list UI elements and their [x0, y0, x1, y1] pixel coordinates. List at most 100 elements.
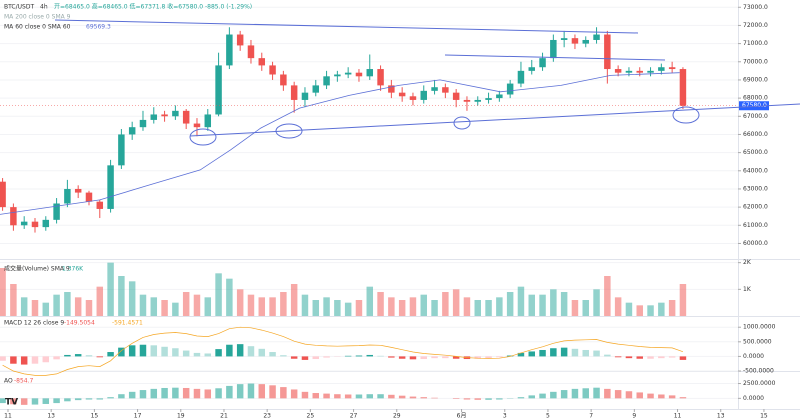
- macd-bar: [172, 348, 179, 357]
- macd-bar: [312, 356, 320, 360]
- volume-bar: [506, 292, 514, 316]
- ao-bar: [517, 397, 525, 399]
- volume-bar: [161, 300, 168, 316]
- macd-bar: [182, 350, 190, 357]
- macd-bar: [409, 356, 417, 360]
- macd-bar: [344, 355, 352, 357]
- candle-body: [247, 45, 255, 59]
- macd-bar: [625, 356, 633, 359]
- y-tick-label: 1000.0000: [743, 324, 776, 331]
- macd-bar: [474, 356, 481, 359]
- ao-bar: [398, 395, 406, 399]
- ao-bar: [204, 389, 212, 399]
- y-tick-label: 67000.0: [743, 113, 768, 120]
- marks: 60000.0 61000.0 62000.0 63000.0 64000.0 65000…: [0, 4, 776, 420]
- trend-line: [54, 19, 639, 34]
- macd-bar: [604, 354, 611, 357]
- volume-bar: [312, 300, 320, 316]
- drawings: [54, 19, 800, 146]
- volume-bar: [290, 284, 298, 316]
- x-tick-label: 23: [263, 413, 271, 420]
- volume-bar: [10, 284, 17, 316]
- ao-bar: [463, 398, 471, 400]
- volume-bar: [431, 300, 438, 316]
- candle-body: [193, 123, 201, 128]
- ao-bar: [658, 394, 665, 399]
- volume-bar: [204, 297, 212, 316]
- ao-bar: [323, 393, 330, 399]
- volume-bar: [593, 289, 600, 316]
- candle-body: [258, 58, 266, 66]
- candle-body: [355, 72, 363, 77]
- macd-bar: [366, 354, 374, 357]
- y-tick-label: -500.0000: [743, 368, 774, 375]
- candle-body: [53, 203, 60, 220]
- x-tick-label: 6月: [457, 413, 467, 420]
- candle-body: [420, 90, 427, 100]
- volume-bar: [636, 305, 643, 316]
- ao-bar: [226, 385, 233, 399]
- volume-bar: [236, 289, 244, 316]
- volume-bar: [366, 286, 374, 316]
- x-tick-label: 11: [4, 413, 12, 420]
- y-tick-label: 72000.0: [743, 22, 768, 29]
- candle-body: [647, 70, 654, 73]
- volume-bar: [604, 276, 611, 316]
- volume-bar: [118, 276, 125, 316]
- y-tick-label: 500.0000: [743, 338, 772, 345]
- candle-body: [344, 72, 352, 75]
- ao-bar: [150, 388, 158, 399]
- ao-bar: [74, 398, 82, 401]
- candle-body: [172, 110, 179, 117]
- y-tick-label: 65000.0: [743, 149, 768, 156]
- candle-body: [107, 165, 114, 209]
- volume-bar: [247, 294, 255, 316]
- volume-bar: [172, 302, 179, 316]
- candle-body: [236, 34, 244, 46]
- volume-bar: [463, 297, 471, 316]
- y-tick-label: 69000.0: [743, 76, 768, 83]
- candle-body: [215, 65, 222, 115]
- volume-bar: [398, 300, 406, 316]
- macd-bar: [593, 350, 600, 357]
- y-tick-label: 2K: [743, 259, 752, 266]
- candle-body: [118, 134, 125, 166]
- ao-value: -854.7: [14, 378, 34, 385]
- candle-body: [668, 67, 676, 70]
- ao-title: AO: [4, 378, 13, 385]
- highlight-circle: [275, 123, 303, 139]
- macd-bar: [204, 353, 212, 357]
- candle-body: [506, 83, 514, 95]
- y-tick-label: 64000.0: [743, 167, 768, 174]
- macd-bar: [139, 344, 147, 357]
- ao-bar: [344, 394, 352, 399]
- y-tick-label: 71000.0: [743, 40, 768, 47]
- volume-bar: [64, 292, 71, 316]
- candle-body: [290, 85, 298, 100]
- candle-body: [550, 39, 557, 59]
- macd-bar: [236, 344, 244, 357]
- volume-bar: [269, 297, 276, 316]
- ao-bar: [118, 394, 125, 399]
- ao-bar: [452, 398, 460, 399]
- volume-value: 1.376K: [62, 266, 84, 273]
- candle-body: [463, 99, 471, 102]
- candle-body: [582, 39, 589, 44]
- candle-body: [474, 99, 481, 102]
- candle-body: [139, 119, 147, 128]
- candle-body: [517, 70, 525, 84]
- ao-bar: [366, 394, 374, 399]
- x-tick-label: 7: [589, 413, 593, 420]
- candle-body: [0, 181, 6, 208]
- ao-bar: [636, 392, 643, 399]
- x-tick-label: 15: [91, 413, 99, 420]
- macd-bar: [215, 349, 222, 357]
- ao-bar: [172, 387, 179, 399]
- candle-body: [20, 221, 28, 226]
- ao-bar: [247, 383, 255, 399]
- volume-bar: [334, 300, 341, 316]
- highlight-circle: [453, 116, 471, 130]
- ma-line: [0, 72, 680, 215]
- ao-bar: [42, 398, 50, 404]
- macd-value: -149.5054: [64, 320, 95, 327]
